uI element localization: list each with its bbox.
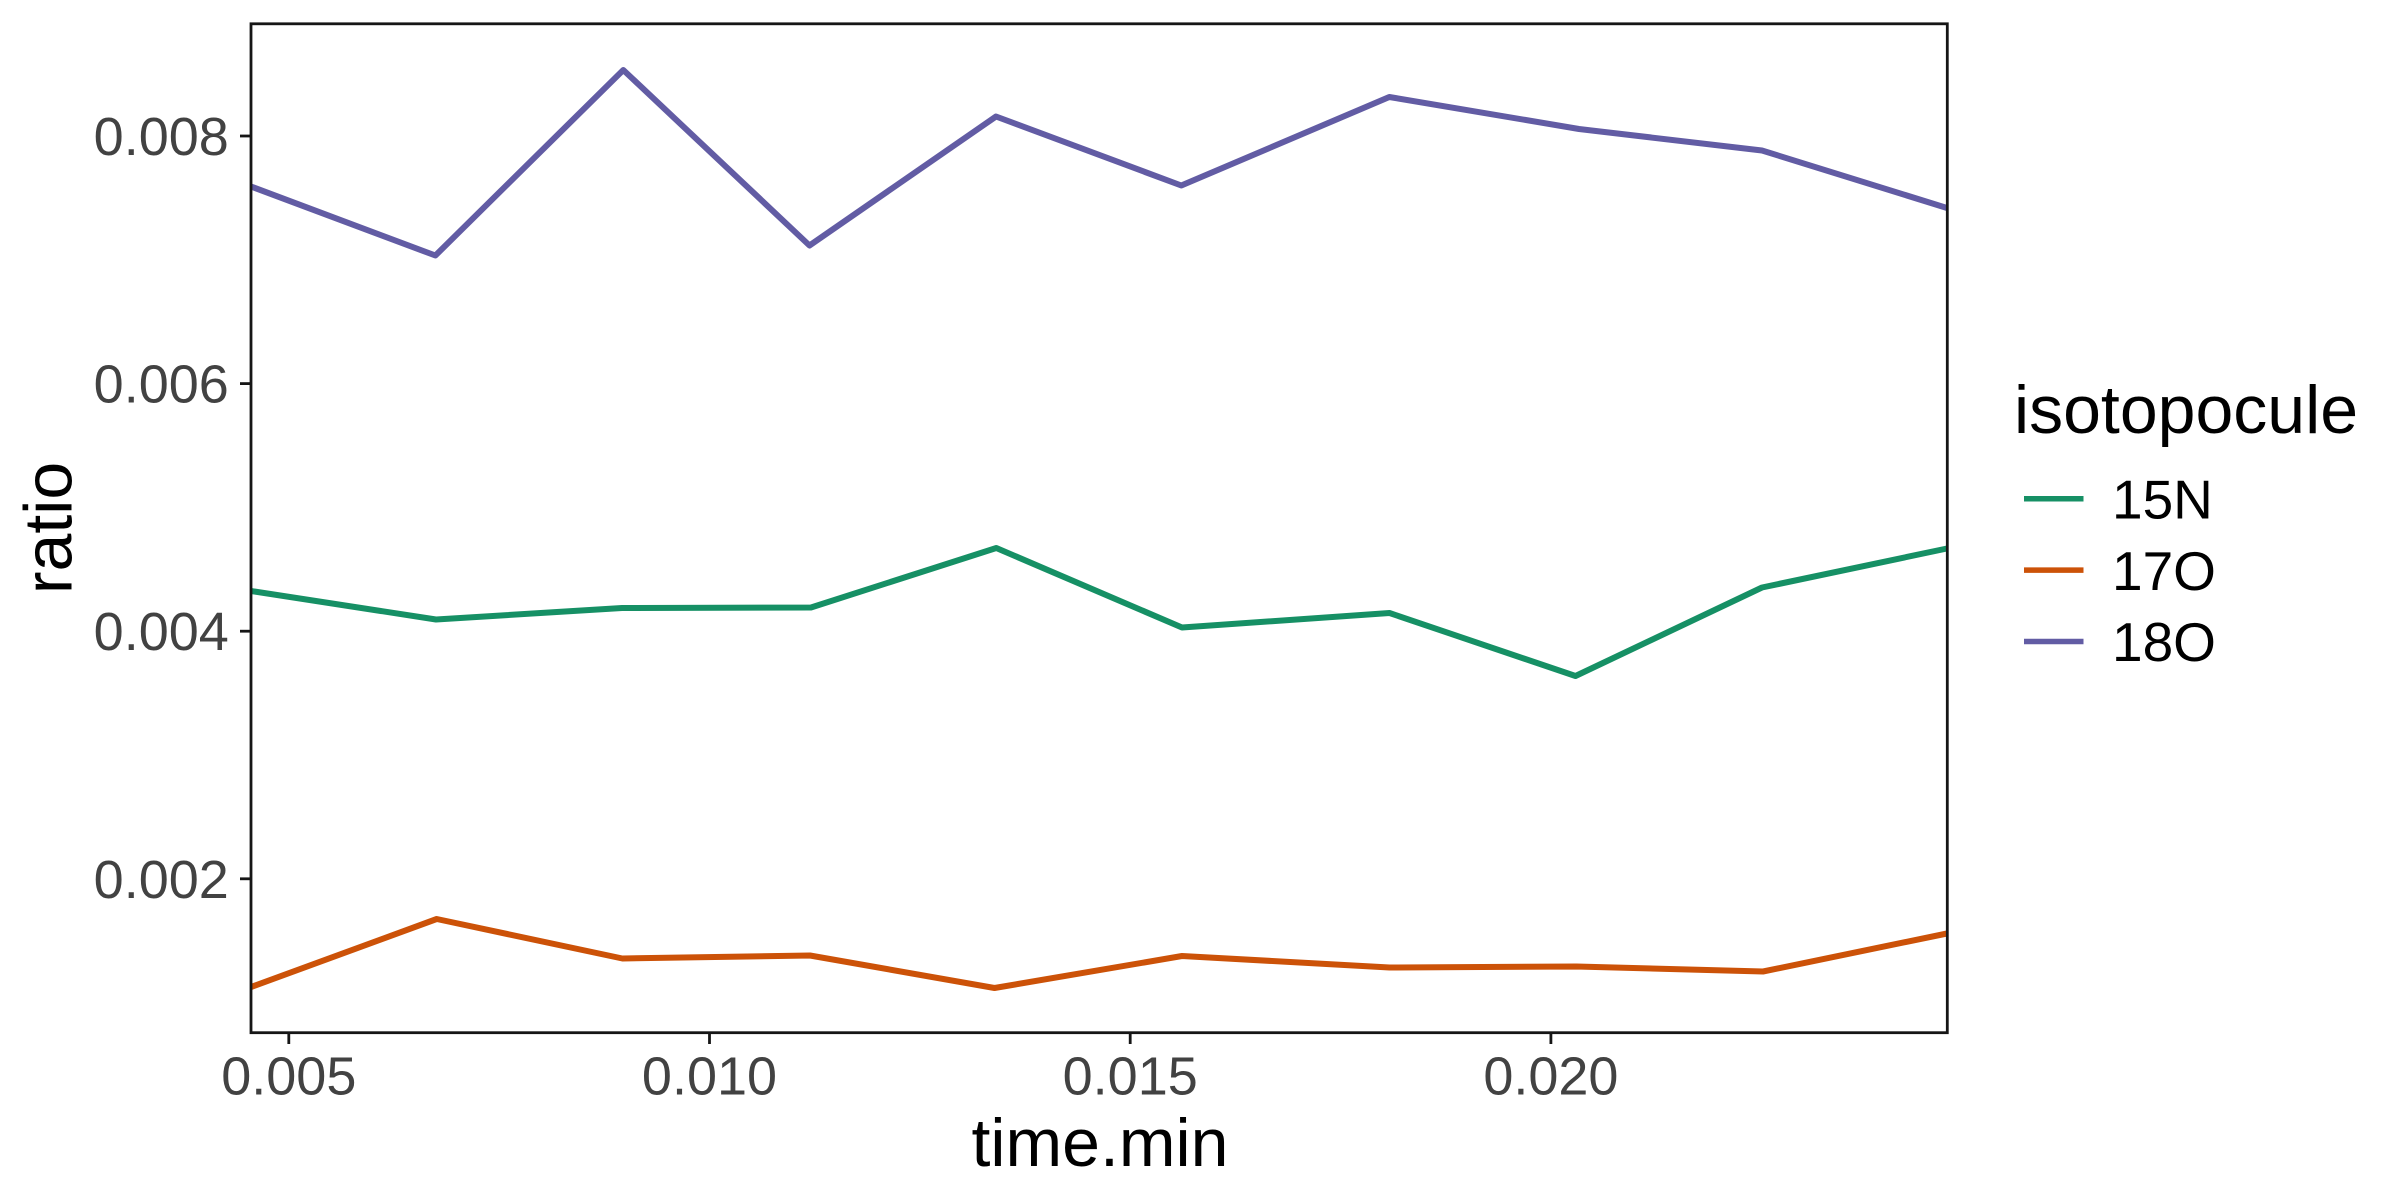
svg-text:0.015: 0.015 xyxy=(1063,1047,1198,1107)
svg-text:0.006: 0.006 xyxy=(94,355,229,415)
svg-text:17O: 17O xyxy=(2112,540,2216,602)
svg-text:0.002: 0.002 xyxy=(94,850,229,910)
svg-text:0.005: 0.005 xyxy=(221,1047,356,1107)
svg-text:0.010: 0.010 xyxy=(642,1047,777,1107)
svg-text:0.020: 0.020 xyxy=(1483,1047,1618,1107)
svg-text:15N: 15N xyxy=(2112,468,2213,530)
svg-text:18O: 18O xyxy=(2112,611,2216,673)
svg-text:0.008: 0.008 xyxy=(94,107,229,167)
svg-text:time.min: time.min xyxy=(972,1105,1229,1181)
svg-text:0.004: 0.004 xyxy=(94,602,229,662)
svg-text:isotopocule: isotopocule xyxy=(2014,372,2358,448)
svg-text:ratio: ratio xyxy=(11,462,87,594)
